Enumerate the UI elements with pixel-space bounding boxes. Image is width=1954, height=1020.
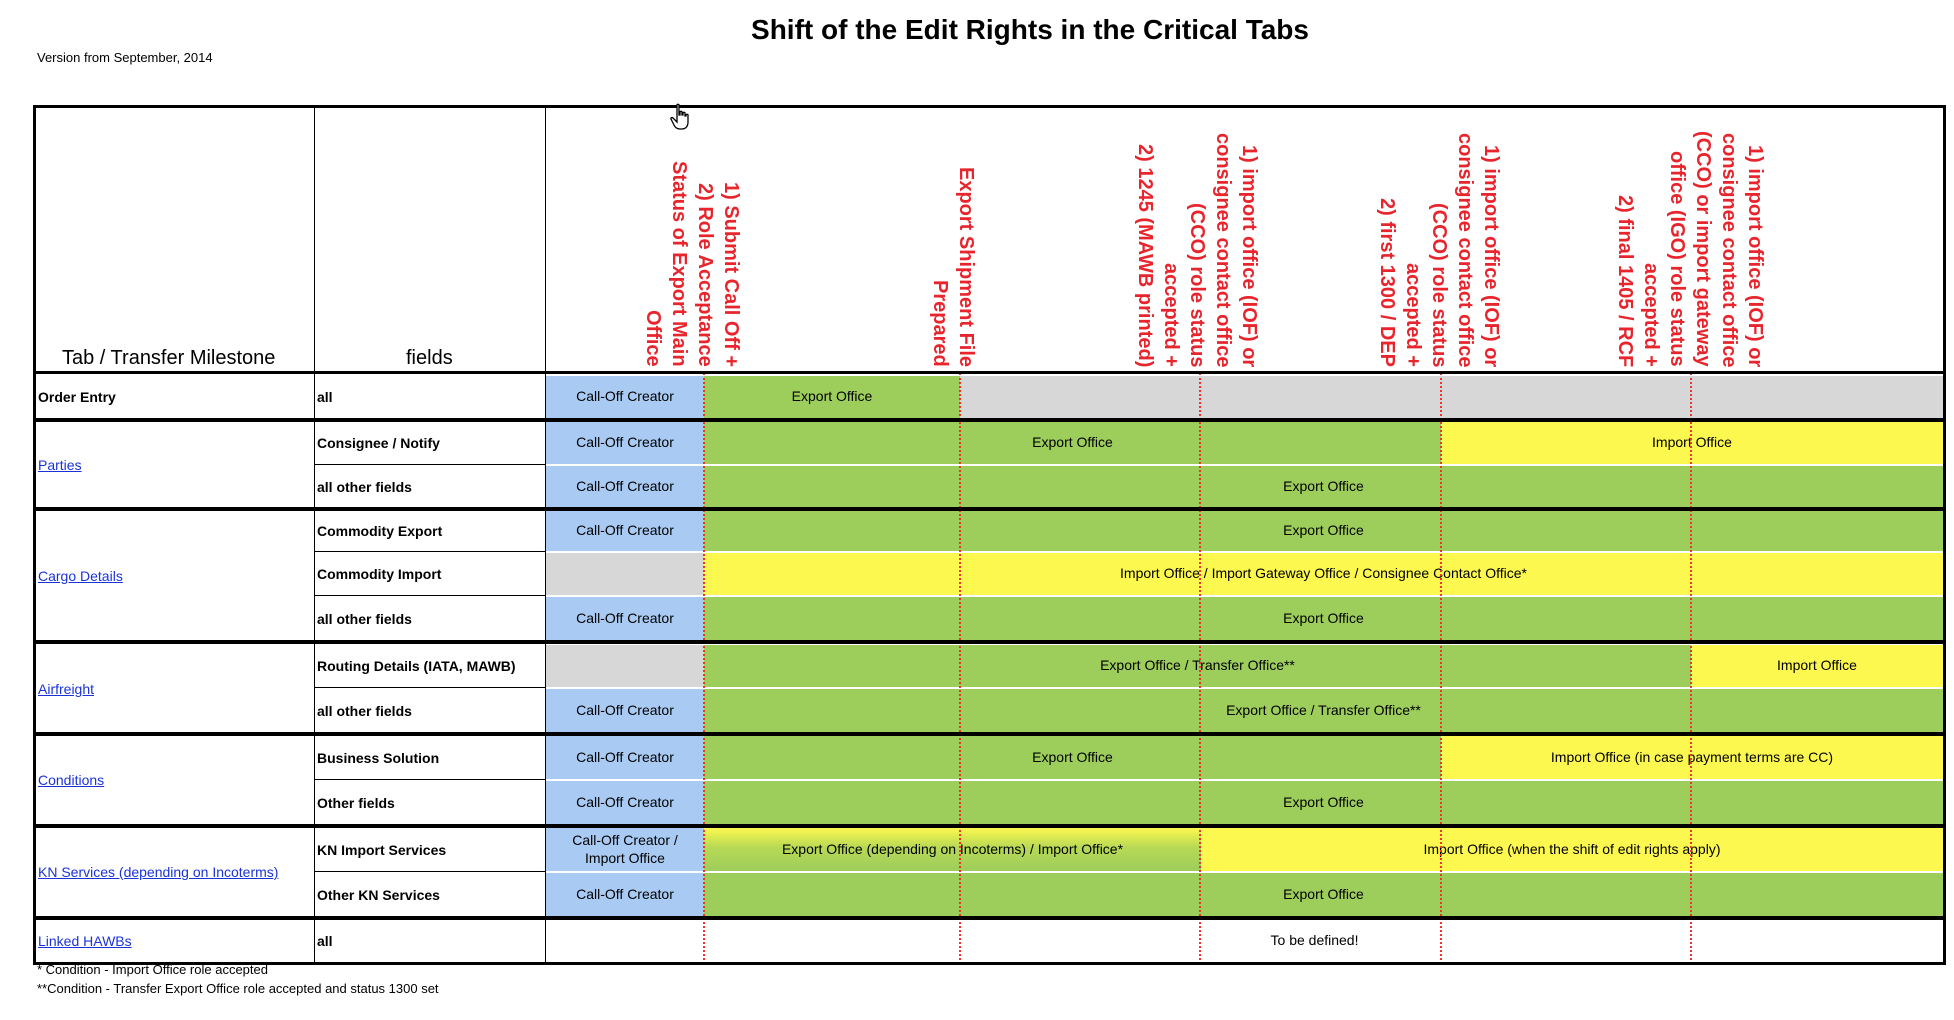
row-line-kn: [314, 871, 546, 872]
fields-header: fields: [406, 347, 453, 369]
group-line-3: [33, 640, 1946, 644]
cell-consignee-import: Import Office: [1441, 422, 1943, 464]
cell-cargo-other-export: Export Office: [704, 597, 1943, 640]
group-line-4: [33, 732, 1946, 736]
cell-order-entry-creator: Call-Off Creator: [546, 376, 704, 418]
tab-kn-services-link[interactable]: KN Services (depending on Incoterms): [38, 864, 279, 880]
field-kn-import-services: KN Import Services: [317, 841, 447, 858]
milestone-1-line: [703, 373, 705, 964]
field-consignee-notify: Consignee / Notify: [317, 435, 440, 451]
cell-order-entry-locked: [960, 376, 1943, 418]
tab-conditions-link[interactable]: Conditions: [38, 772, 105, 788]
cell-commodity-import-import: Import Office / Import Gateway Office / …: [704, 553, 1943, 595]
cell-linked-to-be-defined: To be defined!: [546, 920, 1943, 962]
tab-linked-hawbs-link[interactable]: Linked HAWBs: [38, 933, 132, 949]
group-line-5: [33, 824, 1946, 828]
cell-kn-import-creator: Call-Off Creator / Import Office: [546, 828, 704, 871]
table-border-left: [33, 105, 36, 965]
hand-pointer-icon: [670, 103, 689, 130]
field-other-fields: Other fields: [317, 794, 395, 811]
milestone-5-line: [1690, 373, 1692, 964]
col-separator-1: [314, 105, 315, 965]
tab-milestone-header: Tab / Transfer Milestone: [62, 347, 276, 369]
table-border-bottom: [33, 962, 1946, 965]
cell-kn-other-export: Export Office: [704, 873, 1943, 916]
row-line-cargo-2: [314, 595, 546, 596]
cell-business-export: Export Office: [704, 736, 1441, 779]
table-border-top: [33, 105, 1946, 108]
group-line-1: [33, 418, 1946, 422]
milestone-2-header: Export Shipment File Prepared: [929, 166, 977, 367]
milestone-1-header: 1) Submit Call Off +2) Role Acceptance St…: [642, 161, 742, 367]
milestone-4-line: [1440, 373, 1442, 964]
cell-consignee-creator: Call-Off Creator: [546, 422, 704, 464]
cell-parties-other-export: Export Office: [704, 466, 1943, 507]
cell-air-other-export-transfer: Export Office / Transfer Office**: [704, 689, 1943, 732]
cell-routing-locked: [546, 645, 704, 687]
footnote-2: **Condition - Transfer Export Office rol…: [37, 981, 439, 996]
row-line-cargo-1: [314, 551, 546, 552]
group-line-6: [33, 916, 1946, 920]
tab-airfreight-link[interactable]: Airfreight: [38, 680, 95, 697]
field-linked-all: all: [317, 933, 333, 949]
cell-consignee-export: Export Office: [704, 422, 1441, 464]
milestone-3-line: [1199, 373, 1201, 964]
cell-business-creator: Call-Off Creator: [546, 736, 704, 779]
header-bottom-line: [33, 371, 1946, 374]
cell-business-import-cc: Import Office (in case payment terms are…: [1441, 736, 1943, 779]
cell-kn-other-creator: Call-Off Creator: [546, 873, 704, 916]
milestone-5-header: 1) import office (IOF) or consignee conta…: [1614, 131, 1766, 367]
row-line-conditions: [314, 779, 546, 780]
field-cargo-other: all other fields: [317, 610, 412, 627]
tab-parties-link[interactable]: Parties: [38, 456, 82, 473]
cell-parties-other-creator: Call-Off Creator: [546, 466, 704, 507]
version-label: Version from September, 2014: [37, 50, 213, 65]
milestone-3-header: 1) import office (IOF) or consignee conta…: [1134, 132, 1260, 368]
cell-air-other-creator: Call-Off Creator: [546, 689, 704, 732]
cell-order-entry-export: Export Office: [704, 376, 960, 418]
field-order-entry-all: all: [317, 389, 333, 405]
row-line-parties: [314, 464, 546, 465]
milestone-2-line: [959, 373, 961, 964]
field-air-other: all other fields: [317, 702, 412, 719]
cell-commodity-import-locked: [546, 553, 704, 595]
field-business-solution: Business Solution: [317, 749, 440, 766]
milestone-4-header: 1) import office (IOF) or consignee conta…: [1376, 132, 1502, 368]
cell-commodity-export-export: Export Office: [704, 511, 1943, 551]
tab-cargo-details-link[interactable]: Cargo Details: [38, 567, 123, 584]
footnote-1: * Condition - Import Office role accepte…: [37, 962, 268, 977]
field-commodity-export: Commodity Export: [317, 523, 443, 539]
cell-routing-import: Import Office: [1691, 645, 1943, 687]
field-routing-details: Routing Details (IATA, MAWB): [317, 658, 516, 674]
table-border-right: [1943, 105, 1946, 965]
tab-order-entry: Order Entry: [38, 389, 116, 405]
cell-other-fields-export: Export Office: [704, 781, 1943, 824]
row-line-air: [314, 687, 546, 688]
col-separator-2: [545, 105, 546, 965]
cell-kn-import-import: Import Office (when the shift of edit ri…: [1201, 828, 1943, 871]
page-title: Shift of the Edit Rights in the Critical…: [751, 14, 1309, 45]
cell-commodity-export-creator: Call-Off Creator: [546, 511, 704, 551]
cell-kn-import-export-depending: Export Office (depending on Incoterms) /…: [704, 828, 1201, 871]
cell-cargo-other-creator: Call-Off Creator: [546, 597, 704, 640]
field-parties-other: all other fields: [317, 478, 412, 495]
group-line-2: [33, 507, 1946, 511]
field-commodity-import: Commodity Import: [317, 566, 442, 582]
field-other-kn-services: Other KN Services: [317, 886, 440, 903]
cell-routing-export-transfer: Export Office / Transfer Office**: [704, 645, 1691, 687]
cell-other-fields-creator: Call-Off Creator: [546, 781, 704, 824]
